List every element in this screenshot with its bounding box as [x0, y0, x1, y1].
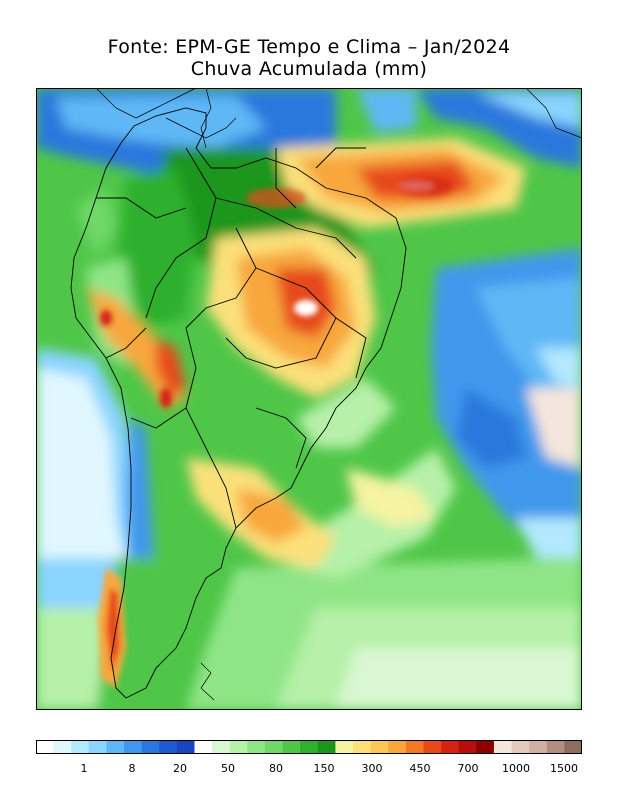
legend-tick-label: 50 [221, 762, 235, 775]
legend-swatch [546, 740, 565, 754]
legend-swatch [335, 740, 354, 754]
legend-swatch [405, 740, 424, 754]
legend-swatch [564, 740, 582, 754]
map-subtitle: Chuva Acumulada (mm) [190, 58, 428, 80]
legend-swatch [317, 740, 336, 754]
color-scale-legend [36, 740, 582, 754]
legend-swatch [88, 740, 107, 754]
legend-tick-label: 1000 [502, 762, 530, 775]
legend-tick-label: 700 [457, 762, 479, 775]
legend-tick-label: 1 [80, 762, 88, 775]
legend-swatch [106, 740, 125, 754]
legend-swatch [36, 740, 54, 754]
legend-swatch [476, 740, 495, 754]
legend-swatch [353, 740, 371, 754]
map-title: Fonte: EPM-GE Tempo e Clima – Jan/2024 [107, 36, 511, 58]
legend-tick-label: 20 [173, 762, 187, 775]
legend-swatch [71, 740, 90, 754]
legend-swatch [493, 740, 512, 754]
legend-tick-label: 1500 [550, 762, 578, 775]
legend-tick-label: 450 [409, 762, 431, 775]
legend-swatch [388, 740, 407, 754]
legend-tick-label: 150 [313, 762, 335, 775]
legend-tick-label: 300 [361, 762, 383, 775]
legend-swatch [529, 740, 548, 754]
precipitation-map [36, 88, 582, 710]
legend-swatch [247, 740, 266, 754]
legend-tick-label: 80 [269, 762, 283, 775]
legend-swatch [159, 740, 178, 754]
legend-swatch [229, 740, 248, 754]
legend-swatch [264, 740, 283, 754]
legend-swatch [124, 740, 142, 754]
legend-swatch [370, 740, 389, 754]
legend-tick-label: 8 [128, 762, 136, 775]
legend-swatch [511, 740, 530, 754]
legend-swatch [423, 740, 442, 754]
legend-swatch [194, 740, 213, 754]
legend-swatch [141, 740, 160, 754]
legend-swatch [282, 740, 301, 754]
legend-swatch [212, 740, 231, 754]
legend-swatch [300, 740, 319, 754]
legend-swatch [441, 740, 460, 754]
legend-swatch [53, 740, 72, 754]
legend-swatch [176, 740, 195, 754]
legend-swatch [458, 740, 477, 754]
